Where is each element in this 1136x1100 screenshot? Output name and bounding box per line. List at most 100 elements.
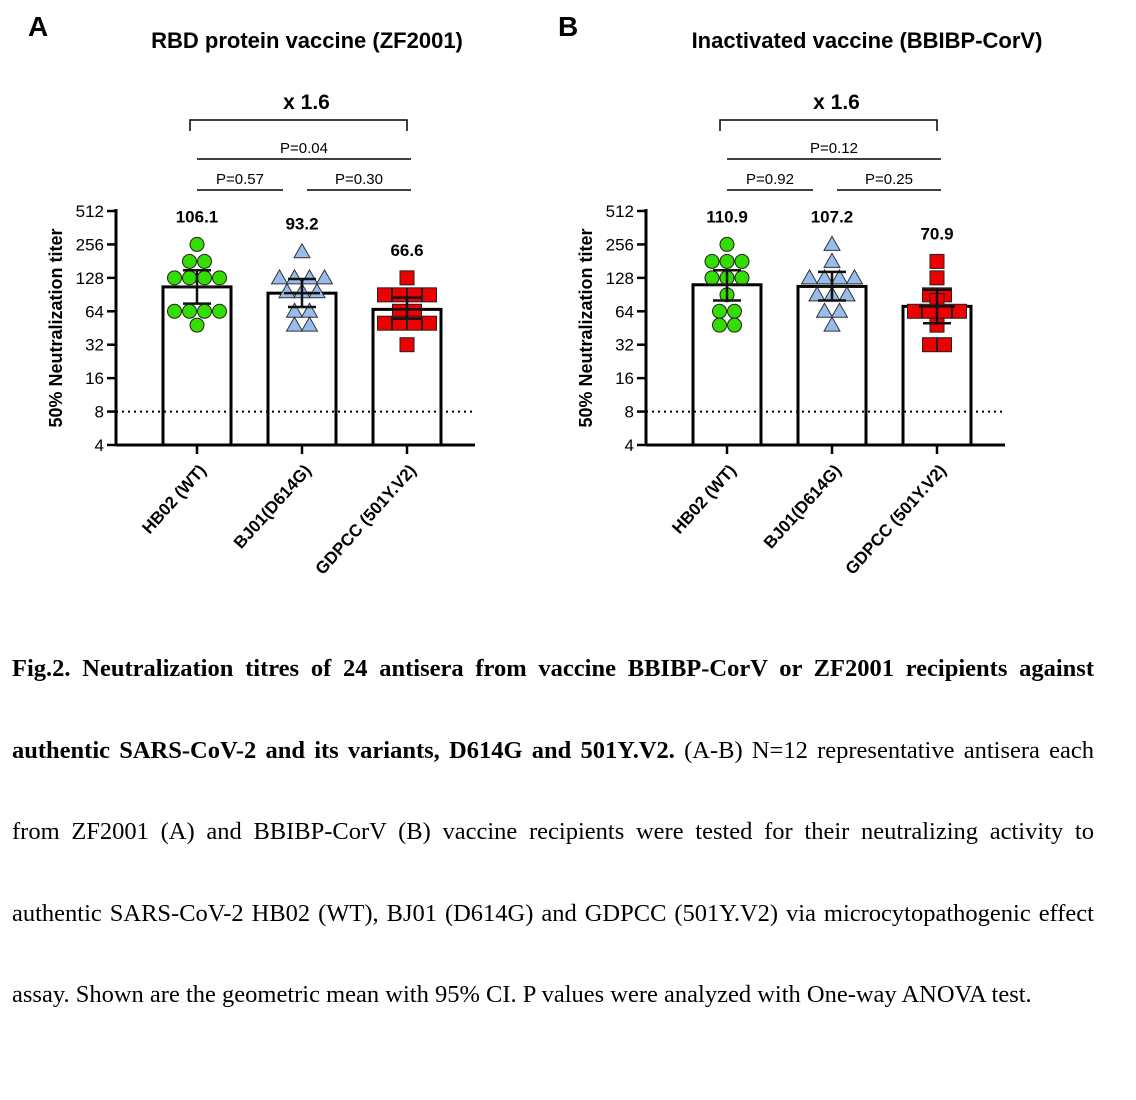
x-tick-label: HB02 (WT) [138, 461, 210, 538]
data-point [727, 303, 742, 319]
data-point [815, 302, 834, 318]
value-label: 66.6 [390, 241, 423, 260]
data-point [712, 303, 727, 319]
data-point [830, 302, 849, 318]
chart-panel-A: A RBD protein vaccine (ZF2001) 50% Neutral… [28, 11, 475, 578]
bar [266, 291, 338, 447]
value-label: 106.1 [176, 207, 219, 226]
y-tick-label: 32 [615, 336, 634, 355]
data-point [182, 303, 197, 319]
data-point [952, 303, 967, 319]
value-label: 107.2 [811, 207, 854, 226]
data-point [308, 282, 326, 299]
p-value-label: P=0.04 [280, 140, 328, 157]
data-point [270, 268, 289, 285]
data-point [922, 337, 937, 353]
p-value-label: P=0.30 [335, 171, 383, 188]
data-point [704, 270, 720, 286]
data-point [422, 287, 437, 303]
y-tick-label: 64 [85, 302, 104, 321]
data-point [407, 287, 422, 303]
p-value-label: P=0.25 [865, 171, 913, 188]
data-point [937, 337, 952, 353]
y-axis-label: 50% Neutralization titer [46, 228, 66, 427]
y-axis-label: 50% Neutralization titer [576, 228, 596, 427]
y-tick-label: 16 [85, 369, 104, 388]
data-point [929, 270, 945, 286]
data-point [823, 252, 841, 268]
data-point [182, 253, 197, 269]
y-tick-label: 256 [76, 235, 104, 254]
chart-title: Inactivated vaccine (BBIBP-CorV) [692, 28, 1043, 53]
caption-text: (A-B) N=12 representative antisera each … [12, 736, 1094, 1009]
data-point [422, 315, 437, 331]
y-tick-label: 512 [76, 202, 104, 221]
panel-label: A [28, 11, 48, 42]
data-point [719, 253, 735, 269]
y-tick-label: 128 [76, 269, 104, 288]
figure-caption: Fig.2. Neutralization titres of 24 antis… [12, 628, 1094, 1036]
y-tick-label: 512 [606, 202, 634, 221]
data-point [823, 235, 841, 251]
data-point [712, 317, 727, 333]
data-point [278, 282, 296, 299]
p-value-label: P=0.12 [810, 140, 858, 157]
data-point [189, 236, 205, 252]
x-tick-label: BJ01(D614G) [760, 461, 845, 552]
x-tick-label: HB02 (WT) [668, 461, 740, 538]
data-point [167, 303, 182, 319]
data-point [800, 268, 819, 285]
bar [796, 284, 868, 447]
data-point [929, 253, 945, 269]
data-point [823, 316, 841, 332]
p-value-label: P=0.92 [746, 171, 794, 188]
data-point [808, 285, 826, 302]
data-point [845, 268, 864, 285]
data-point [838, 285, 856, 302]
chart-panel-B: B Inactivated vaccine (BBIBP-CorV) 50% Neu… [558, 11, 1042, 578]
data-point [300, 268, 319, 285]
data-point [197, 253, 212, 269]
fold-change-bracket [719, 119, 938, 131]
data-point [399, 337, 415, 353]
data-point [197, 270, 212, 286]
panel-label: B [558, 11, 578, 42]
value-label: 110.9 [706, 207, 748, 226]
data-point [212, 270, 227, 286]
data-point [315, 268, 334, 285]
data-point [293, 242, 311, 259]
data-point [300, 316, 319, 332]
y-tick-label: 16 [615, 369, 634, 388]
bar [691, 283, 763, 447]
data-point [727, 317, 742, 333]
y-tick-label: 64 [615, 302, 634, 321]
data-point [815, 268, 834, 285]
data-point [212, 303, 227, 319]
fold-change-label: x 1.6 [283, 91, 330, 114]
chart-title: RBD protein vaccine (ZF2001) [151, 28, 463, 53]
data-point [197, 303, 212, 319]
x-tick-label: GDPCC (501Y.V2) [312, 461, 420, 578]
y-tick-label: 4 [95, 436, 104, 455]
y-tick-label: 128 [606, 269, 634, 288]
y-tick-label: 4 [625, 436, 634, 455]
y-tick-label: 32 [85, 336, 104, 355]
data-point [189, 317, 205, 333]
data-point [734, 253, 750, 269]
data-point [377, 315, 392, 331]
data-point [907, 303, 922, 319]
data-point [734, 270, 750, 286]
data-point [285, 316, 304, 332]
caption-bold: Fig.2. Neutralization titres of 24 antis… [12, 655, 1094, 764]
data-point [830, 268, 849, 285]
fold-change-label: x 1.6 [813, 91, 860, 114]
data-point [182, 270, 197, 286]
x-tick-label: GDPCC (501Y.V2) [842, 461, 950, 578]
fold-change-bracket [189, 119, 408, 131]
data-point [167, 270, 182, 286]
figure: A RBD protein vaccine (ZF2001) 50% Neutral… [28, 11, 1042, 578]
value-label: 70.9 [920, 224, 953, 243]
y-tick-label: 8 [625, 403, 634, 422]
value-label: 93.2 [285, 215, 318, 234]
data-point [704, 253, 720, 269]
